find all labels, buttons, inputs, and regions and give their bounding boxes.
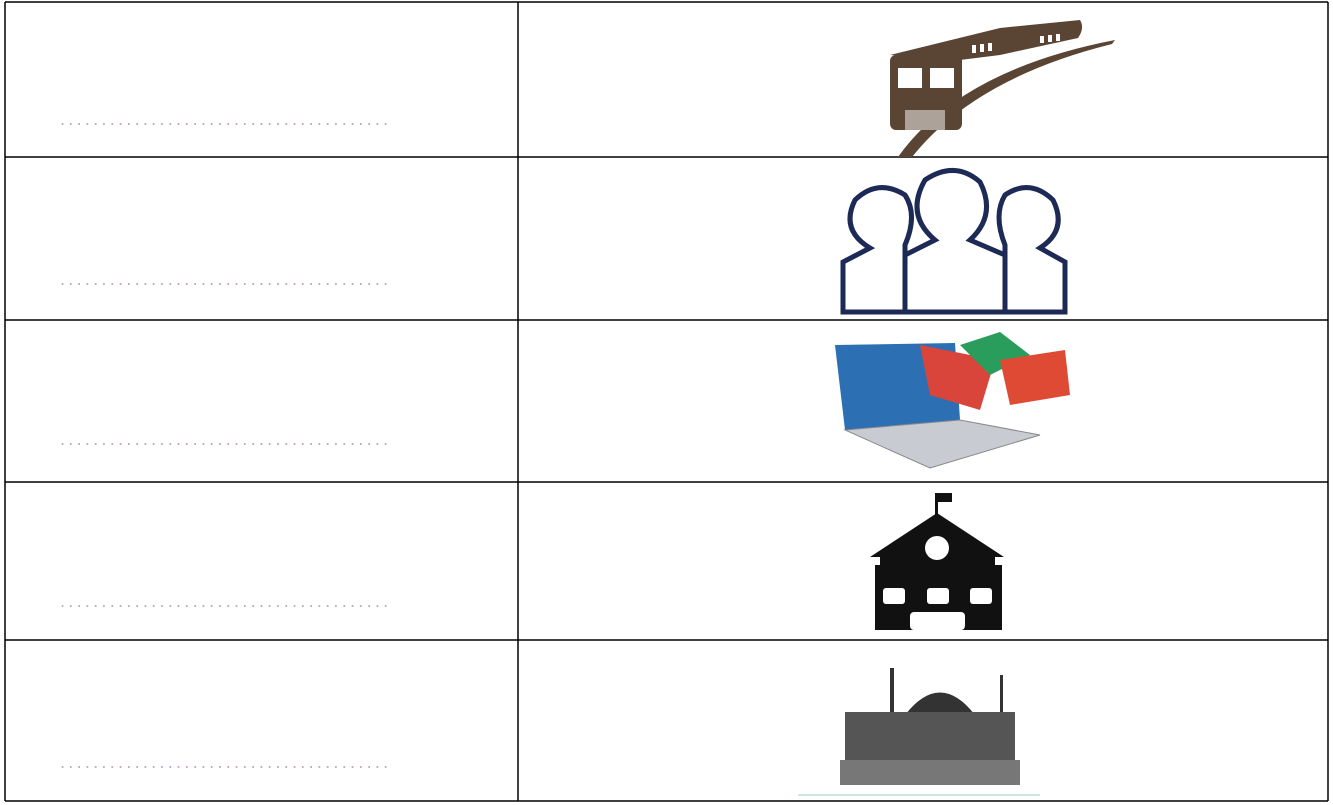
- mosque-icon: [798, 668, 1040, 796]
- laptop-icon: [835, 332, 1070, 469]
- answer-line: ........................................: [60, 270, 391, 289]
- school-icon: [870, 493, 1004, 630]
- answer-line: ........................................: [60, 110, 391, 129]
- table-grid: [4, 1, 1329, 802]
- people-icon: [840, 168, 1068, 315]
- answer-line: ........................................: [60, 430, 391, 449]
- answer-line: ........................................: [60, 753, 391, 772]
- answer-line: ........................................: [60, 592, 391, 611]
- train-icon: [890, 20, 1115, 157]
